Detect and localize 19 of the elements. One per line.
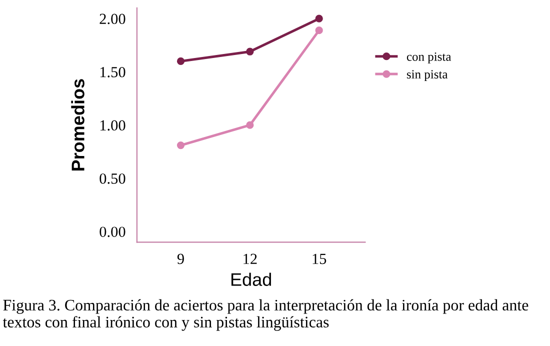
- y-tick-label: 1.50: [100, 66, 126, 78]
- x-tick-label: 12: [244, 254, 257, 264]
- y-tick-label: 0.00: [100, 226, 126, 238]
- y-tick-label: 0.50: [100, 173, 126, 184]
- text: Figura 3. Comparación de aciertos para la interpretación de la ironía por edad ante textos con final irónico con y sin pistas lingüísticas: [2, 299, 528, 331]
- legend-label: sin pista: [406, 70, 448, 82]
- point: [315, 26, 323, 34]
- x-tick-label: 9: [177, 254, 184, 264]
- legend-label: con pista: [406, 52, 452, 64]
- point: [315, 14, 323, 22]
- point: [246, 48, 254, 56]
- point: [176, 141, 185, 150]
- point: [176, 57, 185, 66]
- x-axis-title: Edad: [231, 272, 271, 286]
- x-tick-label: 15: [312, 254, 326, 264]
- y-axis-title: Promedios: [71, 79, 84, 171]
- y-tick-label: 2.00: [100, 14, 126, 24]
- point: [246, 121, 254, 129]
- y-tick-label: 1.00: [100, 120, 126, 131]
